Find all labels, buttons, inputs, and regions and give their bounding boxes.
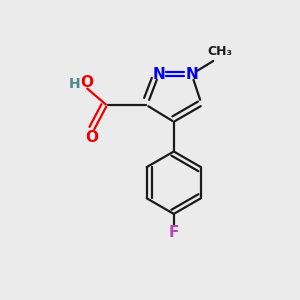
Text: O: O xyxy=(80,75,93,90)
Text: N: N xyxy=(152,67,165,82)
Text: F: F xyxy=(169,225,179,240)
Text: H: H xyxy=(69,77,81,91)
Text: O: O xyxy=(85,130,98,145)
Text: N: N xyxy=(185,67,198,82)
Text: CH₃: CH₃ xyxy=(207,45,232,58)
